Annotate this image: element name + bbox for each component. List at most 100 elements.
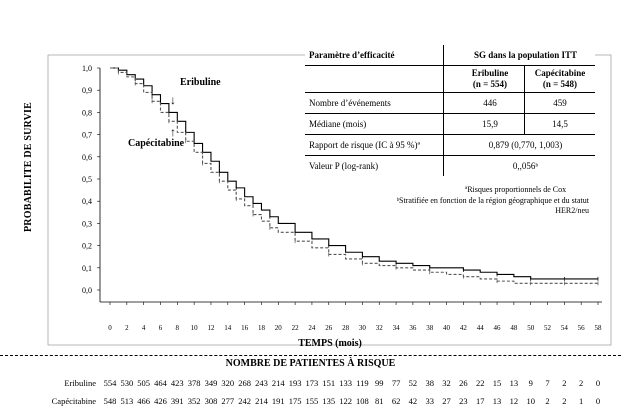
risk-label-eribuline: Eribuline <box>64 378 96 388</box>
table-row-label: Rapport de risque (IC à 95 %)ª <box>305 134 444 156</box>
x-tick-label: 42 <box>460 324 468 332</box>
x-tick-label: 54 <box>561 324 569 332</box>
series-line-capecitabine <box>110 67 598 284</box>
risk-value-capecitabine: 12 <box>509 396 519 406</box>
risk-value-capecitabine: 175 <box>288 396 302 406</box>
x-tick-label: 12 <box>207 324 215 332</box>
risk-value-capecitabine: 0 <box>595 396 601 406</box>
table-row-label: Nombre d’événements <box>305 92 444 114</box>
efficacy-table: Paramètre d’efficacité SG dans la popula… <box>305 45 595 176</box>
risk-value-eribuline: 26 <box>459 378 468 388</box>
risk-value-capecitabine: 122 <box>339 396 352 406</box>
y-tick-label: 0,7 <box>82 131 92 140</box>
y-tick-label: 1,0 <box>82 64 92 73</box>
risk-value-capecitabine: 391 <box>170 396 184 406</box>
risk-value-capecitabine: 2 <box>562 396 567 406</box>
x-tick-label: 24 <box>308 324 316 332</box>
x-tick-label: 48 <box>510 324 518 332</box>
risk-value-capecitabine: 81 <box>374 396 384 406</box>
x-tick-label: 38 <box>426 324 434 332</box>
risk-value-eribuline: 52 <box>408 378 418 388</box>
risk-value-capecitabine: 17 <box>475 396 485 406</box>
table-cell: 15,9 <box>456 113 525 135</box>
risk-value-eribuline: 320 <box>221 378 235 388</box>
x-tick-label: 30 <box>359 324 367 332</box>
risk-value-eribuline: 554 <box>103 378 117 388</box>
y-tick-label: 0,3 <box>82 219 92 228</box>
risk-value-capecitabine: 242 <box>238 396 251 406</box>
x-tick-label: 6 <box>159 324 163 332</box>
risk-value-capecitabine: 277 <box>221 396 235 406</box>
risk-value-eribuline: 99 <box>374 378 384 388</box>
risk-value-capecitabine: 23 <box>459 396 468 406</box>
risk-value-eribuline: 119 <box>356 378 369 388</box>
x-axis-label: TEMPS (mois) <box>298 338 362 349</box>
chart-series <box>110 67 599 286</box>
risk-value-capecitabine: 10 <box>526 396 535 406</box>
x-tick-label: 10 <box>191 324 199 332</box>
x-tick-label: 18 <box>258 324 266 332</box>
y-tick-label: 0,9 <box>82 86 92 95</box>
table-cell: 446 <box>456 92 525 114</box>
x-tick-label: 34 <box>393 324 401 332</box>
eribuline-curve-label: Eribuline <box>180 77 221 88</box>
risk-value-eribuline: 38 <box>425 378 434 388</box>
risk-value-eribuline: 9 <box>528 378 533 388</box>
x-tick-label: 20 <box>275 324 283 332</box>
risk-value-eribuline: 22 <box>475 378 485 388</box>
risk-label-capecitabine: Capécitabine <box>51 396 96 406</box>
x-tick-label: 0 <box>108 324 112 332</box>
risk-value-eribuline: 464 <box>154 378 167 388</box>
risk-row-eribuline: Eribuline 554 530 505 464 423 378 349 320 268 243… <box>0 378 621 392</box>
risk-value-eribuline: 7 <box>545 378 550 388</box>
risk-value-eribuline: 0 <box>595 378 601 388</box>
x-tick-label: 44 <box>477 324 485 332</box>
x-tick-label: 2 <box>125 324 129 332</box>
risk-row-capecitabine: Capécitabine 548 513 466 426 391 352 308 277 242… <box>0 396 621 410</box>
risk-value-capecitabine: 13 <box>492 396 502 406</box>
risk-value-eribuline: 243 <box>255 378 268 388</box>
risk-value-eribuline: 349 <box>204 378 218 388</box>
risk-value-capecitabine: 108 <box>356 396 369 406</box>
x-tick-label: 16 <box>241 324 249 332</box>
x-tick-label: 58 <box>595 324 603 332</box>
table-header-param: Paramètre d’efficacité <box>305 45 444 66</box>
y-tick-label: 0,1 <box>82 264 92 273</box>
table-col-eribuline: Eribuline (n = 554) <box>471 68 509 89</box>
table-row-label: Médiane (mois) <box>305 113 444 135</box>
x-tick-label: 14 <box>224 324 232 332</box>
footnote-b: ᵇStratifiée en fonction de la région géo… <box>396 196 589 215</box>
table-cell-merged: 0,879 (0,770, 1,003) <box>456 134 595 156</box>
risk-value-eribuline: 505 <box>137 378 151 388</box>
x-tick-label: 26 <box>325 324 333 332</box>
risk-value-capecitabine: 548 <box>103 396 117 406</box>
risk-value-eribuline: 530 <box>120 378 134 388</box>
risk-value-capecitabine: 466 <box>137 396 151 406</box>
risk-value-capecitabine: 426 <box>154 396 167 406</box>
risk-value-eribuline: 268 <box>238 378 251 388</box>
risk-table-title: NOMBRE DE PATIENTES À RISQUE <box>0 355 621 369</box>
x-tick-label: 50 <box>527 324 535 332</box>
risk-value-capecitabine: 513 <box>120 396 134 406</box>
x-tick-label: 46 <box>494 324 502 332</box>
y-tick-label: 0,0 <box>82 286 92 295</box>
y-axis-label: PROBABILITE DE SURVIE <box>23 102 34 232</box>
x-tick-label: 22 <box>292 324 300 332</box>
risk-value-eribuline: 173 <box>305 378 319 388</box>
x-tick-label: 32 <box>376 324 384 332</box>
risk-value-eribuline: 32 <box>442 378 451 388</box>
risk-value-eribuline: 77 <box>391 378 401 388</box>
risk-value-capecitabine: 135 <box>322 396 336 406</box>
risk-value-capecitabine: 155 <box>305 396 319 406</box>
risk-value-eribuline: 378 <box>187 378 201 388</box>
capecitabine-curve-label: Capécitabine <box>128 138 185 149</box>
x-tick-label: 28 <box>342 324 350 332</box>
x-tick-label: 56 <box>578 324 586 332</box>
y-tick-label: 0,2 <box>82 242 92 251</box>
table-col-capecitabine: Capécitabine (n = 548) <box>524 65 595 93</box>
risk-value-capecitabine: 191 <box>271 396 285 406</box>
risk-value-eribuline: 193 <box>288 378 302 388</box>
table-cell: 14,5 <box>524 113 595 135</box>
risk-value-capecitabine: 308 <box>204 396 218 406</box>
risk-value-capecitabine: 42 <box>408 396 418 406</box>
